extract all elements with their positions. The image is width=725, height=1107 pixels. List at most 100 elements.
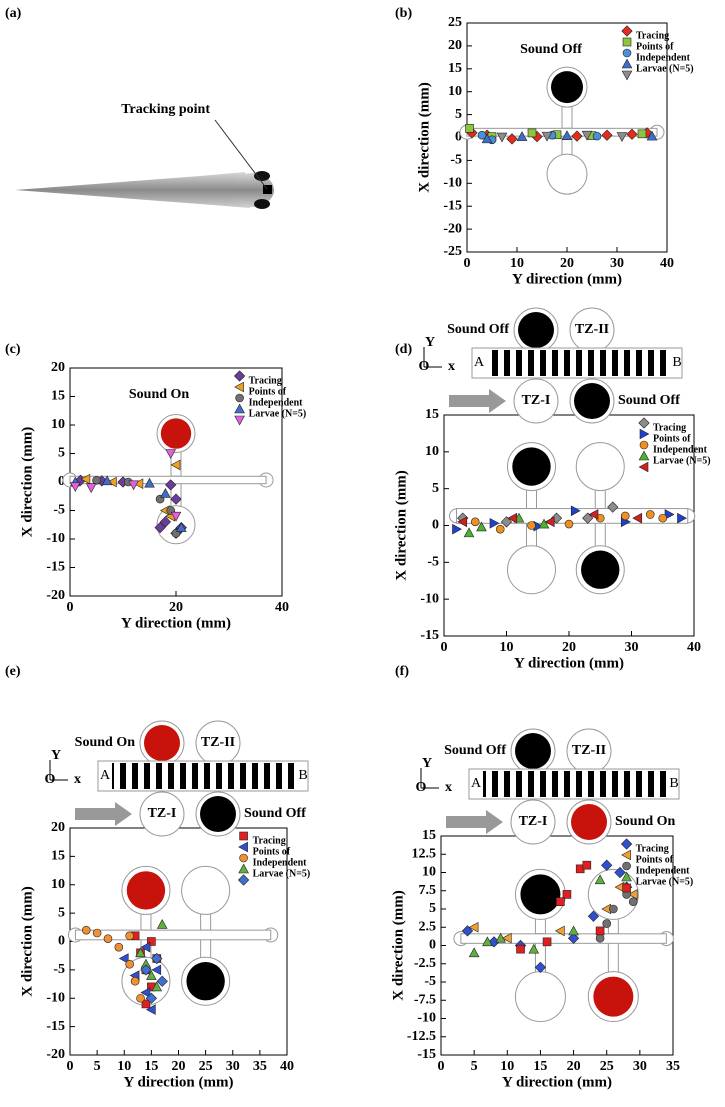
y-tick-label: -15 xyxy=(46,1019,65,1034)
larva-eye xyxy=(254,199,270,209)
x-axis-label: Y direction (mm) xyxy=(502,1074,612,1090)
y-tick-label: 10 xyxy=(422,865,436,880)
schematic-chamber xyxy=(513,378,559,424)
y-tick-label: 0 xyxy=(432,518,439,533)
x-axis-label: Y direction (mm) xyxy=(121,615,231,631)
legend-marker xyxy=(238,841,248,853)
legend-label: Larvae (N=5) xyxy=(653,455,711,466)
x-tick-label: 20 xyxy=(560,256,574,271)
x-axis-label: Y direction (mm) xyxy=(512,271,622,287)
legend-label: Points of xyxy=(636,41,674,52)
data-point xyxy=(568,925,579,936)
data-point xyxy=(135,947,146,958)
data-point xyxy=(482,936,493,947)
x-tick-label: 5 xyxy=(94,1059,101,1074)
y-tick-label: 20 xyxy=(51,360,65,375)
schematic-label: O xyxy=(416,780,427,795)
annotation: Sound Off xyxy=(520,42,582,57)
data-point xyxy=(114,942,124,952)
panel-label: (c) xyxy=(5,342,21,357)
legend-marker xyxy=(621,849,631,861)
y-tick-label: -15 xyxy=(443,198,462,213)
y-tick-label: 20 xyxy=(51,820,65,835)
data-point xyxy=(556,897,565,907)
data-point xyxy=(128,480,139,491)
x-tick-label: 35 xyxy=(253,1059,267,1074)
y-tick-label: 12.5 xyxy=(412,846,437,861)
x-tick-label: 5 xyxy=(471,1059,478,1074)
data-point xyxy=(85,483,97,494)
larva-head xyxy=(230,173,274,207)
data-point xyxy=(146,970,157,980)
schematic-label: A xyxy=(474,355,485,370)
legend-label: Tracing xyxy=(636,843,669,854)
data-point xyxy=(534,961,547,974)
data-point xyxy=(607,501,619,513)
y-axis-label: X direction (mm) xyxy=(416,82,432,193)
data-point xyxy=(582,860,592,870)
legend-marker xyxy=(638,450,650,461)
y-tick-label: -7.5 xyxy=(414,992,436,1007)
chamber-stimulus xyxy=(520,976,561,1017)
data-point xyxy=(564,519,574,529)
data-point xyxy=(133,478,144,490)
data-point xyxy=(495,932,506,943)
data-point xyxy=(632,512,643,524)
data-point xyxy=(151,981,163,992)
pointer-line xyxy=(214,119,268,190)
data-point xyxy=(637,129,647,139)
legend-label: Larvae (N=5) xyxy=(636,63,694,74)
legend-marker xyxy=(621,25,633,37)
data-point xyxy=(616,132,628,143)
y-tick-label: -20 xyxy=(443,221,462,236)
data-point xyxy=(516,131,528,141)
schematic-label: Y xyxy=(422,756,432,771)
data-point xyxy=(461,925,474,937)
x-tick-label: 35 xyxy=(666,1059,680,1074)
data-point xyxy=(609,904,618,914)
legend-label: Tracing xyxy=(253,835,286,846)
legend-marker xyxy=(235,393,244,403)
y-tick-label: 15 xyxy=(448,61,462,76)
x-tick-label: 20 xyxy=(562,640,576,655)
data-point xyxy=(154,521,166,534)
chamber-stimulus xyxy=(126,871,166,910)
larva-tail xyxy=(15,172,250,208)
data-point xyxy=(175,522,187,532)
data-point xyxy=(601,129,613,141)
schematic-label: x xyxy=(448,359,455,374)
data-point xyxy=(516,944,525,954)
y-tick-label: -12.5 xyxy=(407,1029,436,1044)
data-point xyxy=(170,459,181,471)
schematic-label: A xyxy=(471,776,482,791)
data-point xyxy=(645,510,655,519)
chamber-stimulus xyxy=(520,874,561,915)
data-point xyxy=(145,992,157,1004)
chamber-stimulus xyxy=(551,158,583,191)
schematic-label: Sound Off xyxy=(444,743,506,758)
y-tick-label: -5 xyxy=(53,962,65,977)
data-point xyxy=(170,511,182,522)
y-tick-label: 5 xyxy=(58,905,65,920)
data-point xyxy=(145,1004,156,1015)
schematic-stimulus xyxy=(144,725,180,761)
legend-marker xyxy=(620,838,633,850)
schematic-label: Sound On xyxy=(75,735,136,750)
x-tick-label: 10 xyxy=(510,256,524,271)
data-point xyxy=(554,925,565,937)
y-tick-label: -10 xyxy=(420,591,439,606)
x-tick-label: 10 xyxy=(500,1059,514,1074)
x-tick-label: 25 xyxy=(199,1059,213,1074)
schematic-label: x xyxy=(74,772,81,787)
data-point xyxy=(476,521,487,532)
data-point xyxy=(620,511,630,521)
tracking-point xyxy=(263,185,272,194)
x-tick-label: 40 xyxy=(687,640,701,655)
schematic-stimulus xyxy=(200,796,236,832)
panel-label: (a) xyxy=(5,6,22,21)
data-point xyxy=(101,475,113,486)
schematic-stripes xyxy=(112,763,298,789)
y-tick-label: -5 xyxy=(424,974,436,989)
y-tick-label: 10 xyxy=(448,84,462,99)
data-point xyxy=(156,919,168,929)
